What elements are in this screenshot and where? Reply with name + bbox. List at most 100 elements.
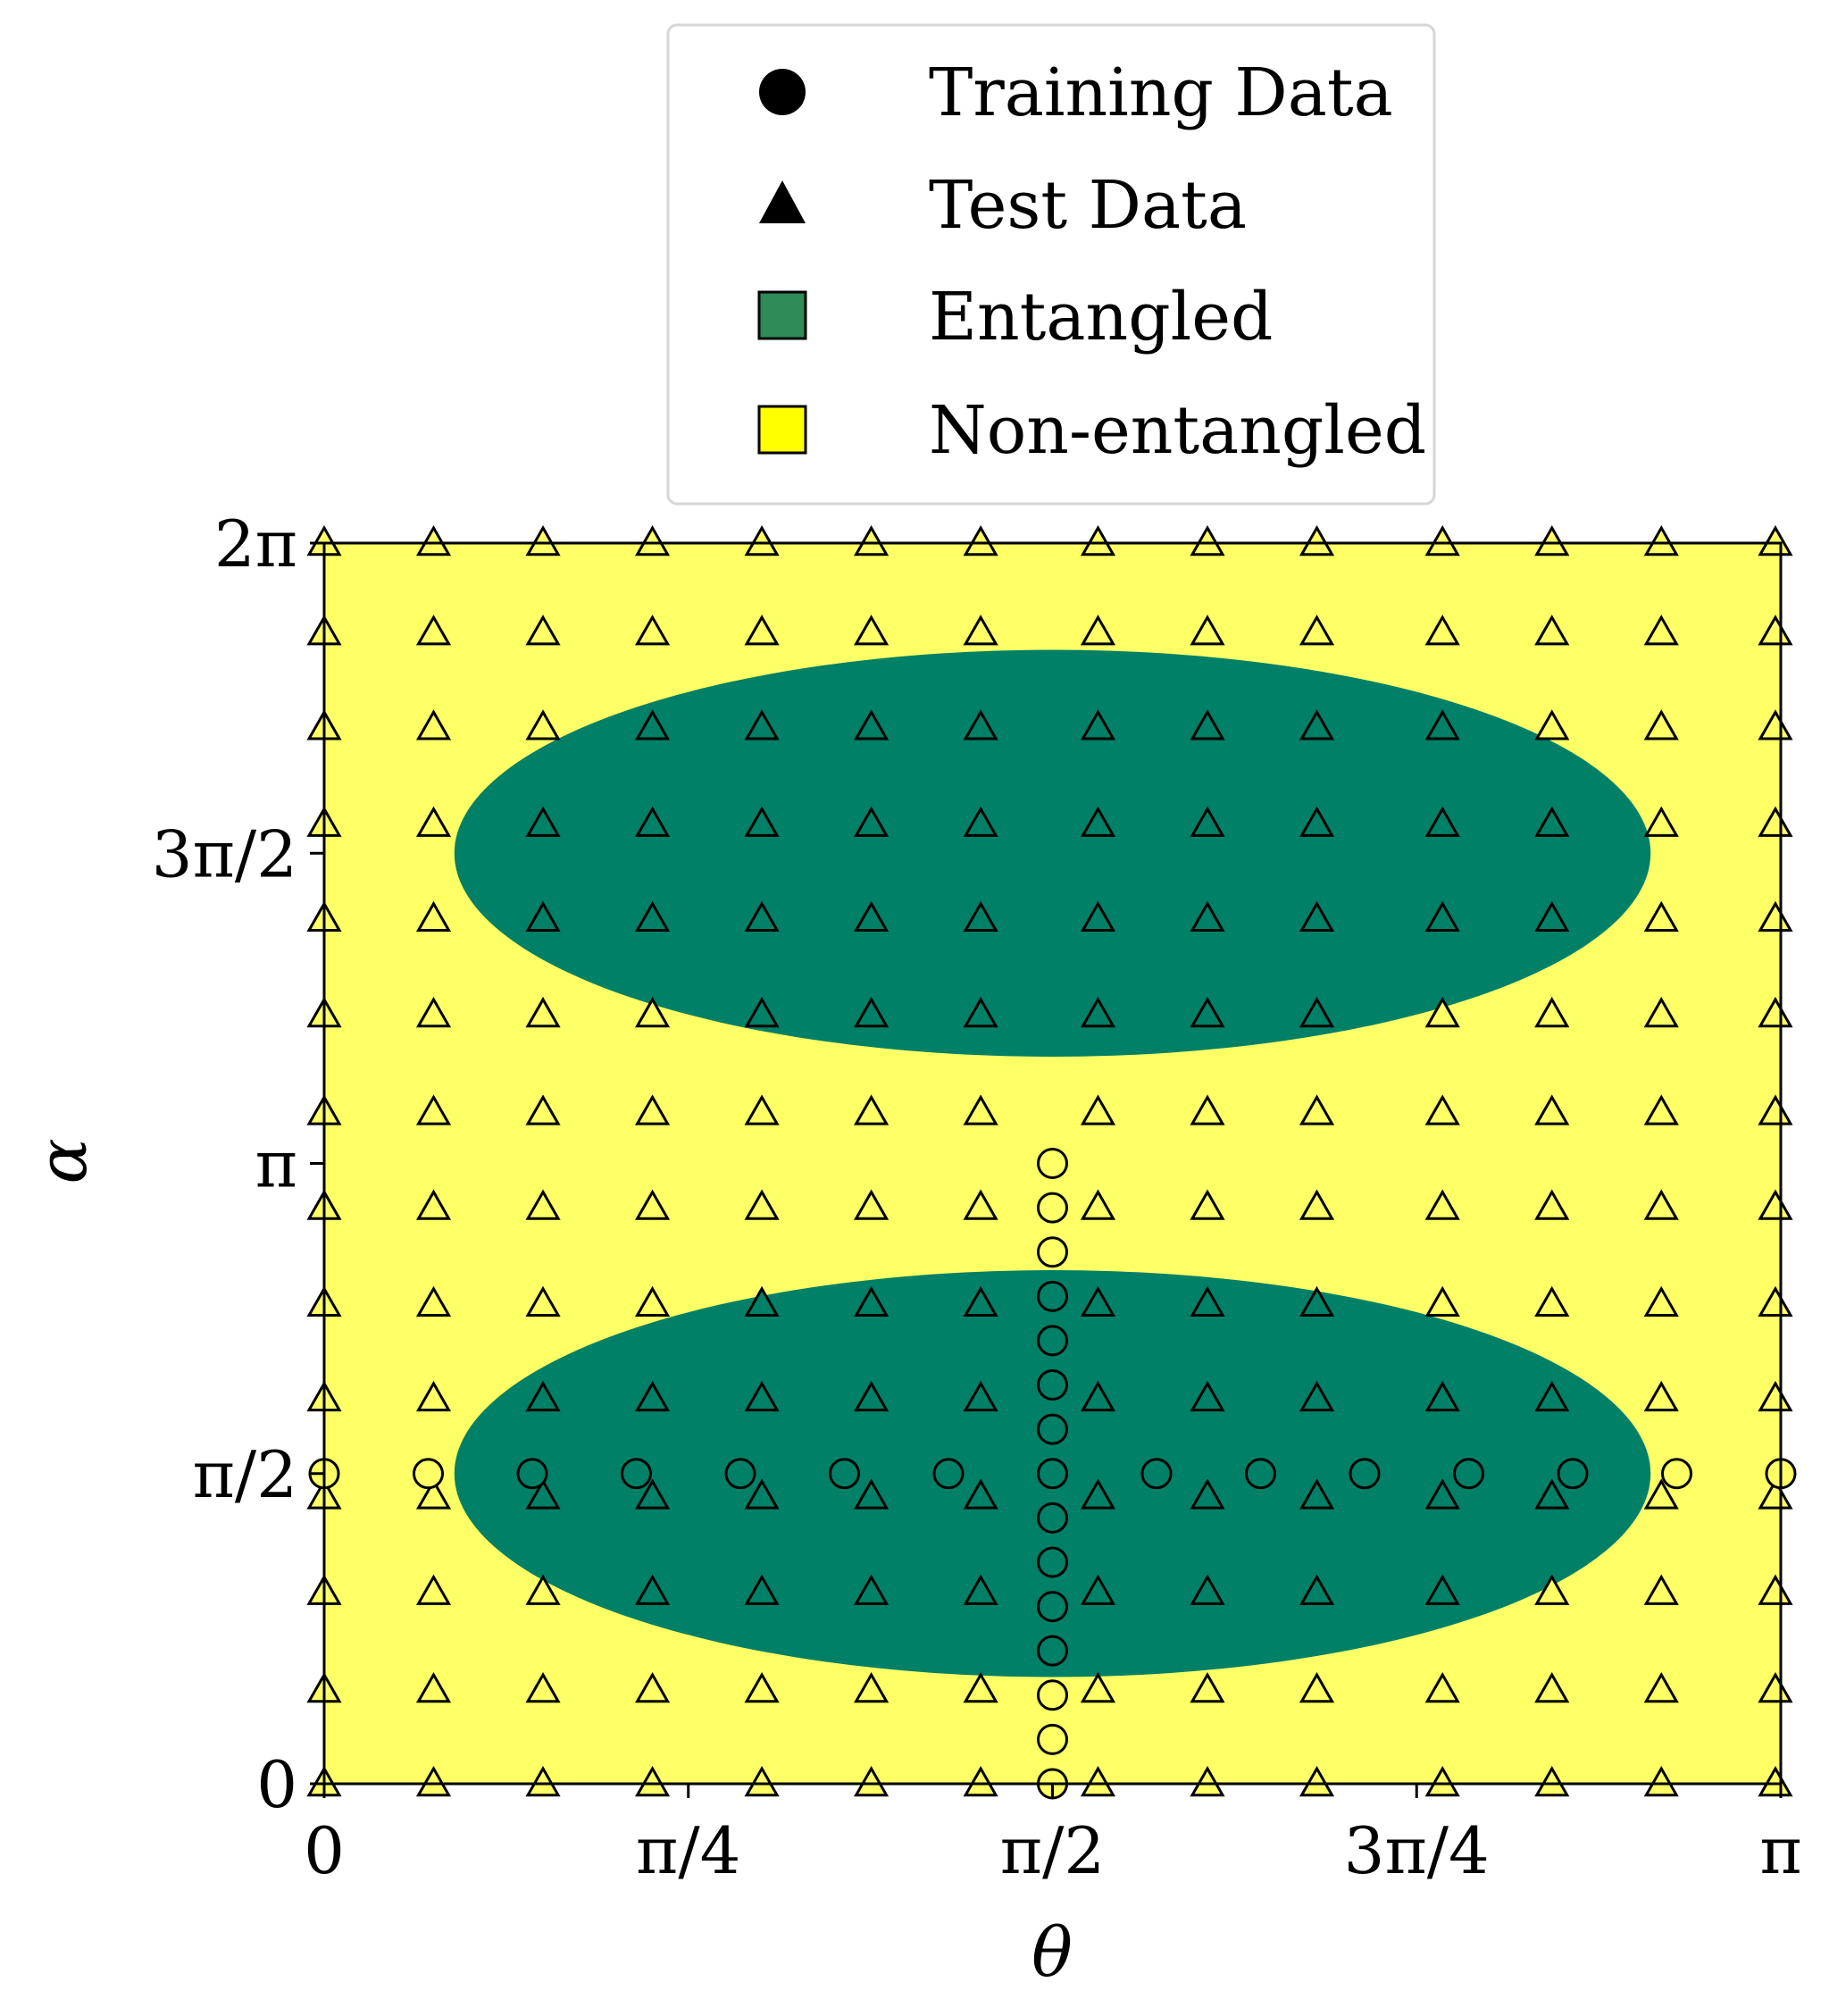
test-point-marker: [415, 1380, 452, 1412]
test-point-marker: [854, 1671, 889, 1703]
test-point-marker: [525, 1671, 561, 1703]
test-point-marker: [744, 996, 780, 1028]
test-point-marker: [415, 1285, 452, 1318]
test-point-marker: [744, 806, 780, 837]
test-point-marker: [1190, 1189, 1225, 1220]
legend-nonentangled-swatch[interactable]: [757, 405, 807, 455]
legend-nonentangled-label: Non-entangled: [929, 392, 1426, 469]
training-point-marker: [516, 1458, 548, 1490]
test-point-marker: [854, 709, 889, 740]
test-point-marker: [415, 525, 452, 556]
test-point-marker: [744, 1765, 780, 1797]
test-point-marker: [1424, 900, 1460, 932]
test-point-marker: [1299, 1189, 1335, 1220]
test-point-marker: [1534, 1380, 1570, 1412]
test-point-marker: [1643, 1765, 1679, 1797]
test-point-marker: [1758, 615, 1793, 646]
legend-training-marker: [759, 69, 806, 115]
test-point-marker: [963, 1574, 998, 1605]
test-point-marker: [963, 1380, 998, 1412]
training-point-marker: [829, 1458, 861, 1490]
test-point-marker: [963, 709, 998, 740]
test-point-marker: [1299, 1765, 1335, 1797]
test-point-marker: [415, 1765, 452, 1797]
test-point-marker: [963, 900, 998, 932]
test-point-marker: [963, 1671, 998, 1703]
test-point-marker: [1758, 996, 1793, 1028]
test-point-marker: [525, 525, 561, 556]
test-point-marker: [1424, 1380, 1460, 1412]
test-point-marker: [415, 806, 452, 837]
test-point-marker: [1758, 709, 1793, 740]
test-point-marker: [1299, 806, 1335, 837]
test-point-marker: [415, 615, 452, 646]
test-point-marker: [634, 1189, 671, 1220]
test-point-marker: [1643, 900, 1679, 932]
test-point-marker: [634, 1478, 671, 1510]
test-point-marker: [1080, 1478, 1116, 1510]
test-point-marker: [1643, 1671, 1679, 1703]
data-markers: [306, 525, 1797, 1800]
training-point-marker: [1037, 1591, 1069, 1623]
test-point-marker: [1299, 709, 1335, 740]
test-point-marker: [744, 709, 780, 740]
test-point-marker: [1424, 1189, 1460, 1220]
training-point-marker: [1037, 1369, 1069, 1401]
test-point-marker: [1424, 1671, 1460, 1703]
test-point-marker: [1758, 1478, 1793, 1510]
test-point-marker: [525, 1189, 561, 1220]
test-point-marker: [525, 806, 561, 837]
test-point-marker: [1080, 615, 1116, 646]
test-point-marker: [525, 615, 561, 646]
test-point-marker: [1190, 615, 1225, 646]
test-point-marker: [1424, 709, 1460, 740]
test-point-marker: [1534, 1478, 1570, 1510]
test-point-marker: [1534, 525, 1570, 556]
y-tick-label: 3π/2: [152, 816, 297, 891]
test-point-marker: [1643, 806, 1679, 837]
training-point-marker: [1037, 1679, 1069, 1711]
test-point-marker: [415, 709, 452, 740]
test-point-marker: [1080, 1094, 1116, 1125]
test-point-marker: [415, 1671, 452, 1703]
test-point-marker: [1299, 900, 1335, 932]
test-point-marker: [744, 1671, 780, 1703]
test-point-marker: [1424, 525, 1460, 556]
y-tick-label: 0: [256, 1747, 297, 1822]
test-point-marker: [1080, 1285, 1116, 1318]
test-point-marker: [634, 1765, 671, 1797]
test-point-marker: [1534, 1094, 1570, 1125]
training-point-marker: [1037, 1502, 1069, 1534]
y-tick-label: π: [255, 1126, 297, 1201]
test-point-marker: [1424, 806, 1460, 837]
training-point-marker: [621, 1458, 653, 1490]
test-point-marker: [415, 996, 452, 1028]
test-point-marker: [1758, 525, 1793, 556]
test-point-marker: [634, 525, 671, 556]
test-point-marker: [1080, 1671, 1116, 1703]
test-point-marker: [1424, 996, 1460, 1028]
test-point-marker: [854, 1765, 889, 1797]
test-point-marker: [854, 1478, 889, 1510]
training-point-marker: [1037, 1280, 1069, 1312]
test-point-marker: [1758, 1094, 1793, 1125]
test-point-marker: [1643, 1574, 1679, 1605]
entangled-region-1: [454, 649, 1651, 1057]
test-point-marker: [1424, 1094, 1460, 1125]
test-point-marker: [1080, 1574, 1116, 1605]
test-point-marker: [525, 1574, 561, 1605]
test-point-marker: [1080, 1380, 1116, 1412]
test-point-marker: [415, 1478, 452, 1510]
test-point-marker: [1299, 1478, 1335, 1510]
test-point-marker: [1299, 1671, 1335, 1703]
training-point-marker: [1037, 1546, 1069, 1578]
legend-entangled-swatch[interactable]: [757, 290, 807, 340]
test-point-marker: [1643, 615, 1679, 646]
test-point-marker: [634, 1671, 671, 1703]
test-point-marker: [1190, 709, 1225, 740]
test-point-marker: [1080, 1765, 1116, 1797]
training-point-marker: [413, 1458, 445, 1490]
test-point-marker: [854, 1574, 889, 1605]
training-point-marker: [1037, 1147, 1069, 1179]
